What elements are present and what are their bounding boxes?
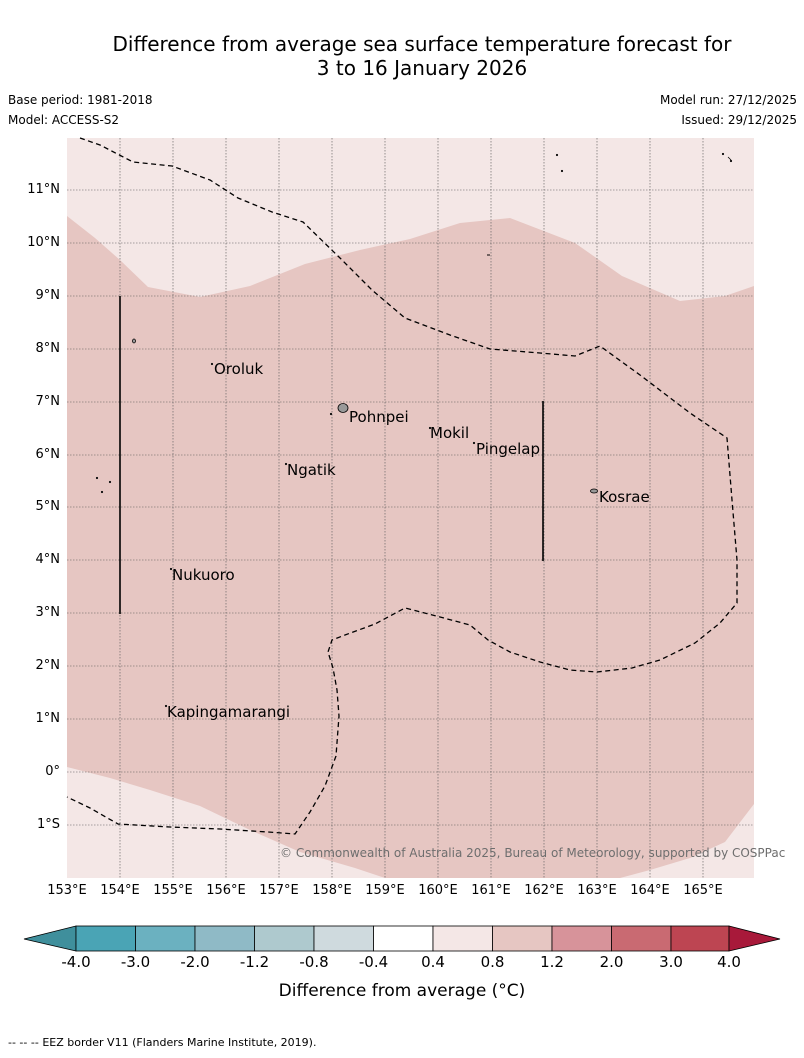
colorbar-tick-label: -1.2	[239, 953, 270, 971]
colorbar-tick-label: 1.2	[540, 953, 564, 971]
title-line-1: Difference from average sea surface temp…	[112, 32, 732, 56]
lat-label: 4°N	[35, 552, 61, 567]
lon-label: 159°E	[365, 883, 405, 898]
lat-label: 1°N	[35, 711, 61, 726]
colorbar-tick-label: -3.0	[120, 953, 151, 971]
island-label-kosrae: Kosrae	[599, 488, 650, 506]
islet-dot	[560, 169, 564, 173]
colorbar-segment	[611, 925, 672, 952]
title-line-2: 3 to 16 January 2026	[316, 56, 528, 80]
colorbar-tick-label: 0.4	[421, 953, 445, 971]
lat-label: 6°N	[35, 447, 61, 462]
lon-label: 163°E	[577, 883, 617, 898]
eez-legend-symbol: -- -- --	[8, 1036, 39, 1049]
island-label-ngatik: Ngatik	[287, 461, 336, 479]
colorbar-title: Difference from average (°C)	[278, 981, 526, 1001]
island-shapes	[95, 152, 733, 708]
kosrae-island-shape	[590, 488, 598, 494]
colorbar-segment	[551, 925, 612, 952]
islet-dot	[164, 704, 168, 708]
islet-dot	[169, 567, 173, 571]
islet-dot	[729, 159, 733, 163]
colorbar-segment	[728, 925, 781, 952]
islet-mark	[727, 156, 732, 161]
anomaly-region-0.8-1.2	[67, 216, 754, 878]
lat-label: 0°	[45, 764, 60, 779]
lat-label: 8°N	[35, 341, 61, 356]
islet-dot	[108, 480, 112, 484]
copyright-notice: © Commonwealth of Australia 2025, Bureau…	[280, 846, 786, 860]
issued-date: Issued: 29/12/2025	[681, 113, 797, 127]
lon-label: 165°E	[683, 883, 723, 898]
map-title: Difference from average sea surface temp…	[0, 32, 804, 80]
lon-label: 157°E	[259, 883, 299, 898]
islet-dot	[555, 153, 559, 157]
lon-label: 156°E	[206, 883, 246, 898]
lon-label: 162°E	[524, 883, 564, 898]
colorbar-segment	[373, 925, 434, 952]
colorbar-tick-label: -0.4	[358, 953, 389, 971]
colorbar-tick-label: 4.0	[717, 953, 741, 971]
pohnpei-island-shape	[337, 403, 349, 413]
lon-label: 160°E	[418, 883, 458, 898]
colorbar-segment	[23, 925, 77, 952]
islet-dot	[329, 412, 333, 416]
lat-label: 9°N	[35, 288, 61, 303]
lon-label: 154°E	[100, 883, 140, 898]
colorbar-tick-label: -2.0	[180, 953, 210, 971]
islet-dot	[721, 152, 725, 156]
eez-legend-text: EEZ border V11 (Flanders Marine Institut…	[42, 1036, 317, 1049]
lon-label: 164°E	[630, 883, 670, 898]
islet-dot	[428, 426, 432, 430]
colorbar-segment	[492, 925, 553, 952]
island-label-oroluk: Oroluk	[214, 360, 264, 378]
lat-label: 11°N	[27, 182, 60, 197]
islet-dot	[284, 462, 288, 466]
colorbar-tick-label: 3.0	[659, 953, 683, 971]
colorbar-tick-label: 2.0	[599, 953, 624, 971]
lon-label: 158°E	[312, 883, 352, 898]
colorbar-segment	[194, 925, 255, 952]
colorbar-segment	[432, 925, 493, 952]
lon-label: 155°E	[153, 883, 193, 898]
colorbar-segment	[313, 925, 374, 952]
colorbar-tick-label: -0.8	[299, 953, 329, 971]
island-label-pohnpei: Pohnpei	[349, 408, 409, 426]
colorbar	[23, 925, 781, 952]
island-label-nukuoro: Nukuoro	[172, 566, 235, 584]
lat-label: 5°N	[35, 499, 61, 514]
model-run: Model run: 27/12/2025	[659, 93, 797, 107]
islet-dot	[210, 362, 214, 366]
island-label-mokil: Mokil	[430, 424, 470, 442]
colorbar-segment	[670, 925, 730, 952]
islet-shape	[132, 338, 136, 344]
lat-label: 3°N	[35, 605, 61, 620]
islet-dot	[95, 476, 99, 480]
islet-dot	[100, 490, 104, 494]
eez-legend: -- -- -- EEZ border V11 (Flanders Marine…	[8, 1036, 316, 1049]
colorbar-segment	[254, 925, 315, 952]
island-label-pingelap: Pingelap	[476, 440, 541, 458]
lat-label: 10°N	[27, 235, 60, 250]
eez-border	[66, 137, 738, 835]
lat-label: 7°N	[35, 394, 61, 409]
model-name: Model: ACCESS-S2	[8, 113, 120, 127]
base-period: Base period: 1981-2018	[8, 93, 153, 107]
colorbar-segment	[75, 925, 136, 952]
lat-label: 2°N	[35, 658, 61, 673]
colorbar-tick-label: 0.8	[480, 953, 505, 971]
graticule	[67, 138, 754, 878]
lon-label: 161°E	[471, 883, 511, 898]
colorbar-tick-label: -4.0	[61, 953, 91, 971]
colorbar-segment	[135, 925, 196, 952]
lon-label: 153°E	[47, 883, 87, 898]
islet-dot	[472, 441, 476, 445]
island-label-kapingamarangi: Kapingamarangi	[167, 703, 291, 721]
lat-label: 1°S	[36, 817, 60, 832]
